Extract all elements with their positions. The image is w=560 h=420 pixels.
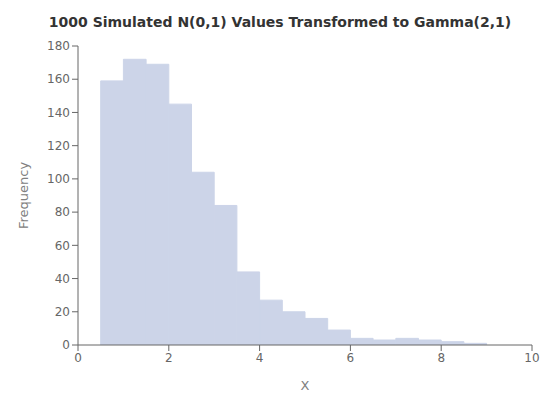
svg-text:Frequency: Frequency [16, 162, 31, 229]
svg-text:6: 6 [347, 351, 355, 365]
svg-text:160: 160 [47, 72, 70, 86]
html-text:1000 Simulated N(0,1) Values T: 1000 Simulated N(0,1) Values Transformed… [48, 14, 512, 30]
svg-text:120: 120 [47, 139, 70, 153]
svg-text:2: 2 [165, 351, 173, 365]
svg-text:20: 20 [55, 305, 70, 319]
svg-text:180: 180 [47, 39, 70, 53]
svg-text:40: 40 [55, 272, 70, 286]
svg-text:60: 60 [55, 239, 70, 253]
svg-text:0: 0 [74, 351, 82, 365]
svg-text:100: 100 [47, 172, 70, 186]
svg-text:140: 140 [47, 106, 70, 120]
svg-text:0: 0 [62, 338, 70, 352]
svg-text:4: 4 [256, 351, 264, 365]
svg-text:80: 80 [55, 205, 70, 219]
svg-text:10: 10 [524, 351, 539, 365]
svg-text:8: 8 [437, 351, 445, 365]
svg-text:X: X [301, 378, 310, 393]
